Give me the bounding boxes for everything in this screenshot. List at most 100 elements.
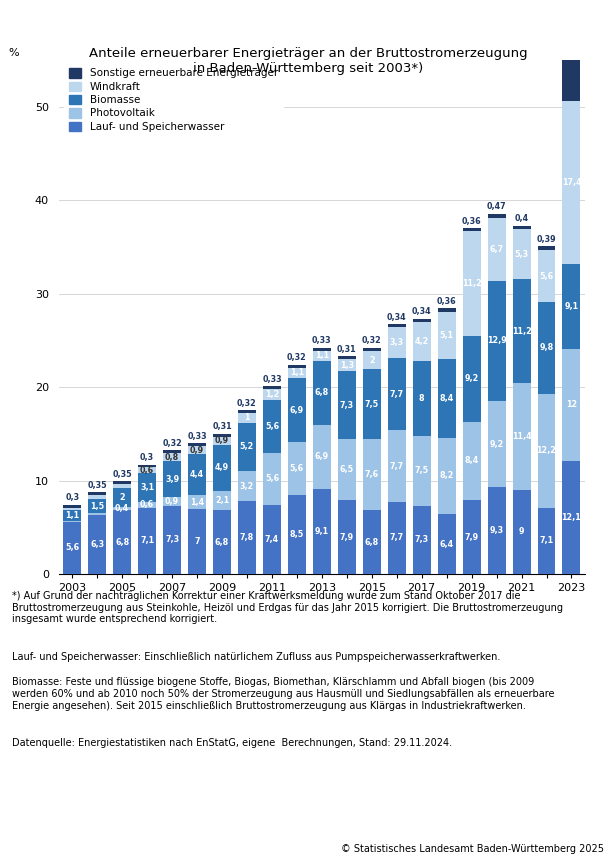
Text: 8,5: 8,5 (290, 530, 304, 539)
Bar (463, 501, 480, 574)
Text: 12,2: 12,2 (537, 446, 556, 455)
Text: 0,39: 0,39 (537, 235, 556, 244)
Text: 5,6: 5,6 (265, 422, 279, 431)
Text: 5,2: 5,2 (240, 443, 254, 451)
Bar (438, 514, 456, 574)
Text: 10,5: 10,5 (562, 0, 582, 1)
Bar (163, 453, 181, 461)
Text: 1,1: 1,1 (290, 369, 304, 377)
Bar (313, 489, 331, 574)
Text: 6,8: 6,8 (215, 538, 229, 546)
Bar (163, 450, 181, 453)
Bar (288, 364, 306, 368)
Text: 5,6: 5,6 (290, 464, 304, 473)
Bar (488, 214, 506, 218)
Bar (88, 492, 106, 495)
Text: Lauf- und Speicherwasser: Einschließlich natürlichem Zufluss aus Pumpspeicherwas: Lauf- und Speicherwasser: Einschließlich… (12, 652, 501, 662)
Text: 0,8: 0,8 (165, 453, 179, 462)
Bar (188, 455, 206, 495)
Text: 1,4: 1,4 (190, 497, 204, 507)
Bar (263, 452, 281, 505)
Bar (288, 378, 306, 442)
Text: 0,32: 0,32 (162, 439, 182, 448)
Text: 3,1: 3,1 (140, 483, 154, 492)
Text: 7,1: 7,1 (140, 536, 154, 545)
Text: 7,9: 7,9 (464, 532, 479, 541)
Bar (538, 507, 556, 574)
Bar (438, 308, 456, 312)
Text: 1,1: 1,1 (65, 511, 79, 520)
Text: 6,5: 6,5 (340, 465, 354, 475)
Bar (338, 501, 356, 574)
Bar (387, 358, 406, 430)
Text: 6,9: 6,9 (315, 452, 329, 461)
Text: 2: 2 (369, 356, 375, 364)
Text: 6,8: 6,8 (365, 538, 379, 546)
Bar (163, 461, 181, 497)
Text: 7,7: 7,7 (390, 462, 404, 470)
Bar (413, 506, 431, 574)
Bar (63, 510, 81, 520)
Bar (263, 400, 281, 452)
Bar (138, 473, 156, 502)
Text: 11,2: 11,2 (512, 327, 532, 336)
Bar (338, 371, 356, 439)
Text: 9,2: 9,2 (464, 375, 479, 383)
Text: 7,5: 7,5 (365, 400, 379, 409)
Text: 7,3: 7,3 (340, 401, 354, 410)
Text: 3,3: 3,3 (390, 338, 404, 347)
Text: 7,6: 7,6 (365, 470, 379, 480)
Bar (238, 501, 256, 574)
Bar (413, 318, 431, 322)
Text: 0,33: 0,33 (262, 375, 282, 384)
Text: Datenquelle: Energiestatistiken nach EnStatG, eigene  Berechnungen, Stand: 29.11: Datenquelle: Energiestatistiken nach EnS… (12, 738, 452, 748)
Text: 0,36: 0,36 (462, 217, 482, 225)
Bar (562, 461, 580, 574)
Text: 12,9: 12,9 (487, 337, 506, 345)
Bar (188, 443, 206, 446)
Bar (363, 369, 381, 439)
Bar (188, 446, 206, 455)
Bar (513, 383, 530, 490)
Bar (88, 513, 106, 515)
Bar (513, 230, 530, 279)
Bar (313, 425, 331, 489)
Text: 0,6: 0,6 (140, 466, 154, 475)
Text: 0,34: 0,34 (412, 307, 432, 317)
Bar (138, 464, 156, 468)
Bar (313, 350, 331, 361)
Text: 0,47: 0,47 (487, 203, 506, 211)
Bar (138, 468, 156, 473)
Text: 17,4: 17,4 (562, 179, 582, 187)
Text: 0,31: 0,31 (337, 345, 357, 354)
Bar (213, 491, 231, 510)
Text: 0,3: 0,3 (65, 494, 79, 502)
Text: 5,6: 5,6 (265, 474, 279, 483)
Text: 8,2: 8,2 (439, 471, 454, 481)
Text: 3,9: 3,9 (165, 475, 179, 483)
Bar (413, 322, 431, 361)
Text: 7,5: 7,5 (415, 466, 429, 476)
Legend: Sonstige erneuerbare Energieträger, Windkraft, Biomasse, Photovoltaik, Lauf- und: Sonstige erneuerbare Energieträger, Wind… (64, 63, 283, 137)
Bar (213, 437, 231, 445)
Text: 9,2: 9,2 (490, 439, 504, 449)
Bar (313, 348, 331, 350)
Text: 7,8: 7,8 (240, 533, 254, 542)
Text: 7,7: 7,7 (390, 533, 404, 543)
Text: 7,3: 7,3 (415, 535, 429, 545)
Bar (413, 436, 431, 506)
Bar (387, 324, 406, 327)
Text: 5,3: 5,3 (514, 249, 529, 259)
Bar (513, 490, 530, 574)
Text: 0,4: 0,4 (115, 504, 129, 513)
Text: 9,8: 9,8 (540, 343, 554, 352)
Text: 5,6: 5,6 (540, 272, 554, 280)
Text: 9,1: 9,1 (315, 527, 329, 536)
Text: 0,33: 0,33 (187, 432, 207, 441)
Text: 0,31: 0,31 (212, 422, 232, 432)
Bar (363, 348, 381, 350)
Text: 7,9: 7,9 (340, 532, 354, 541)
Text: 8: 8 (419, 394, 424, 403)
Bar (513, 279, 530, 383)
Text: 12: 12 (566, 400, 577, 409)
